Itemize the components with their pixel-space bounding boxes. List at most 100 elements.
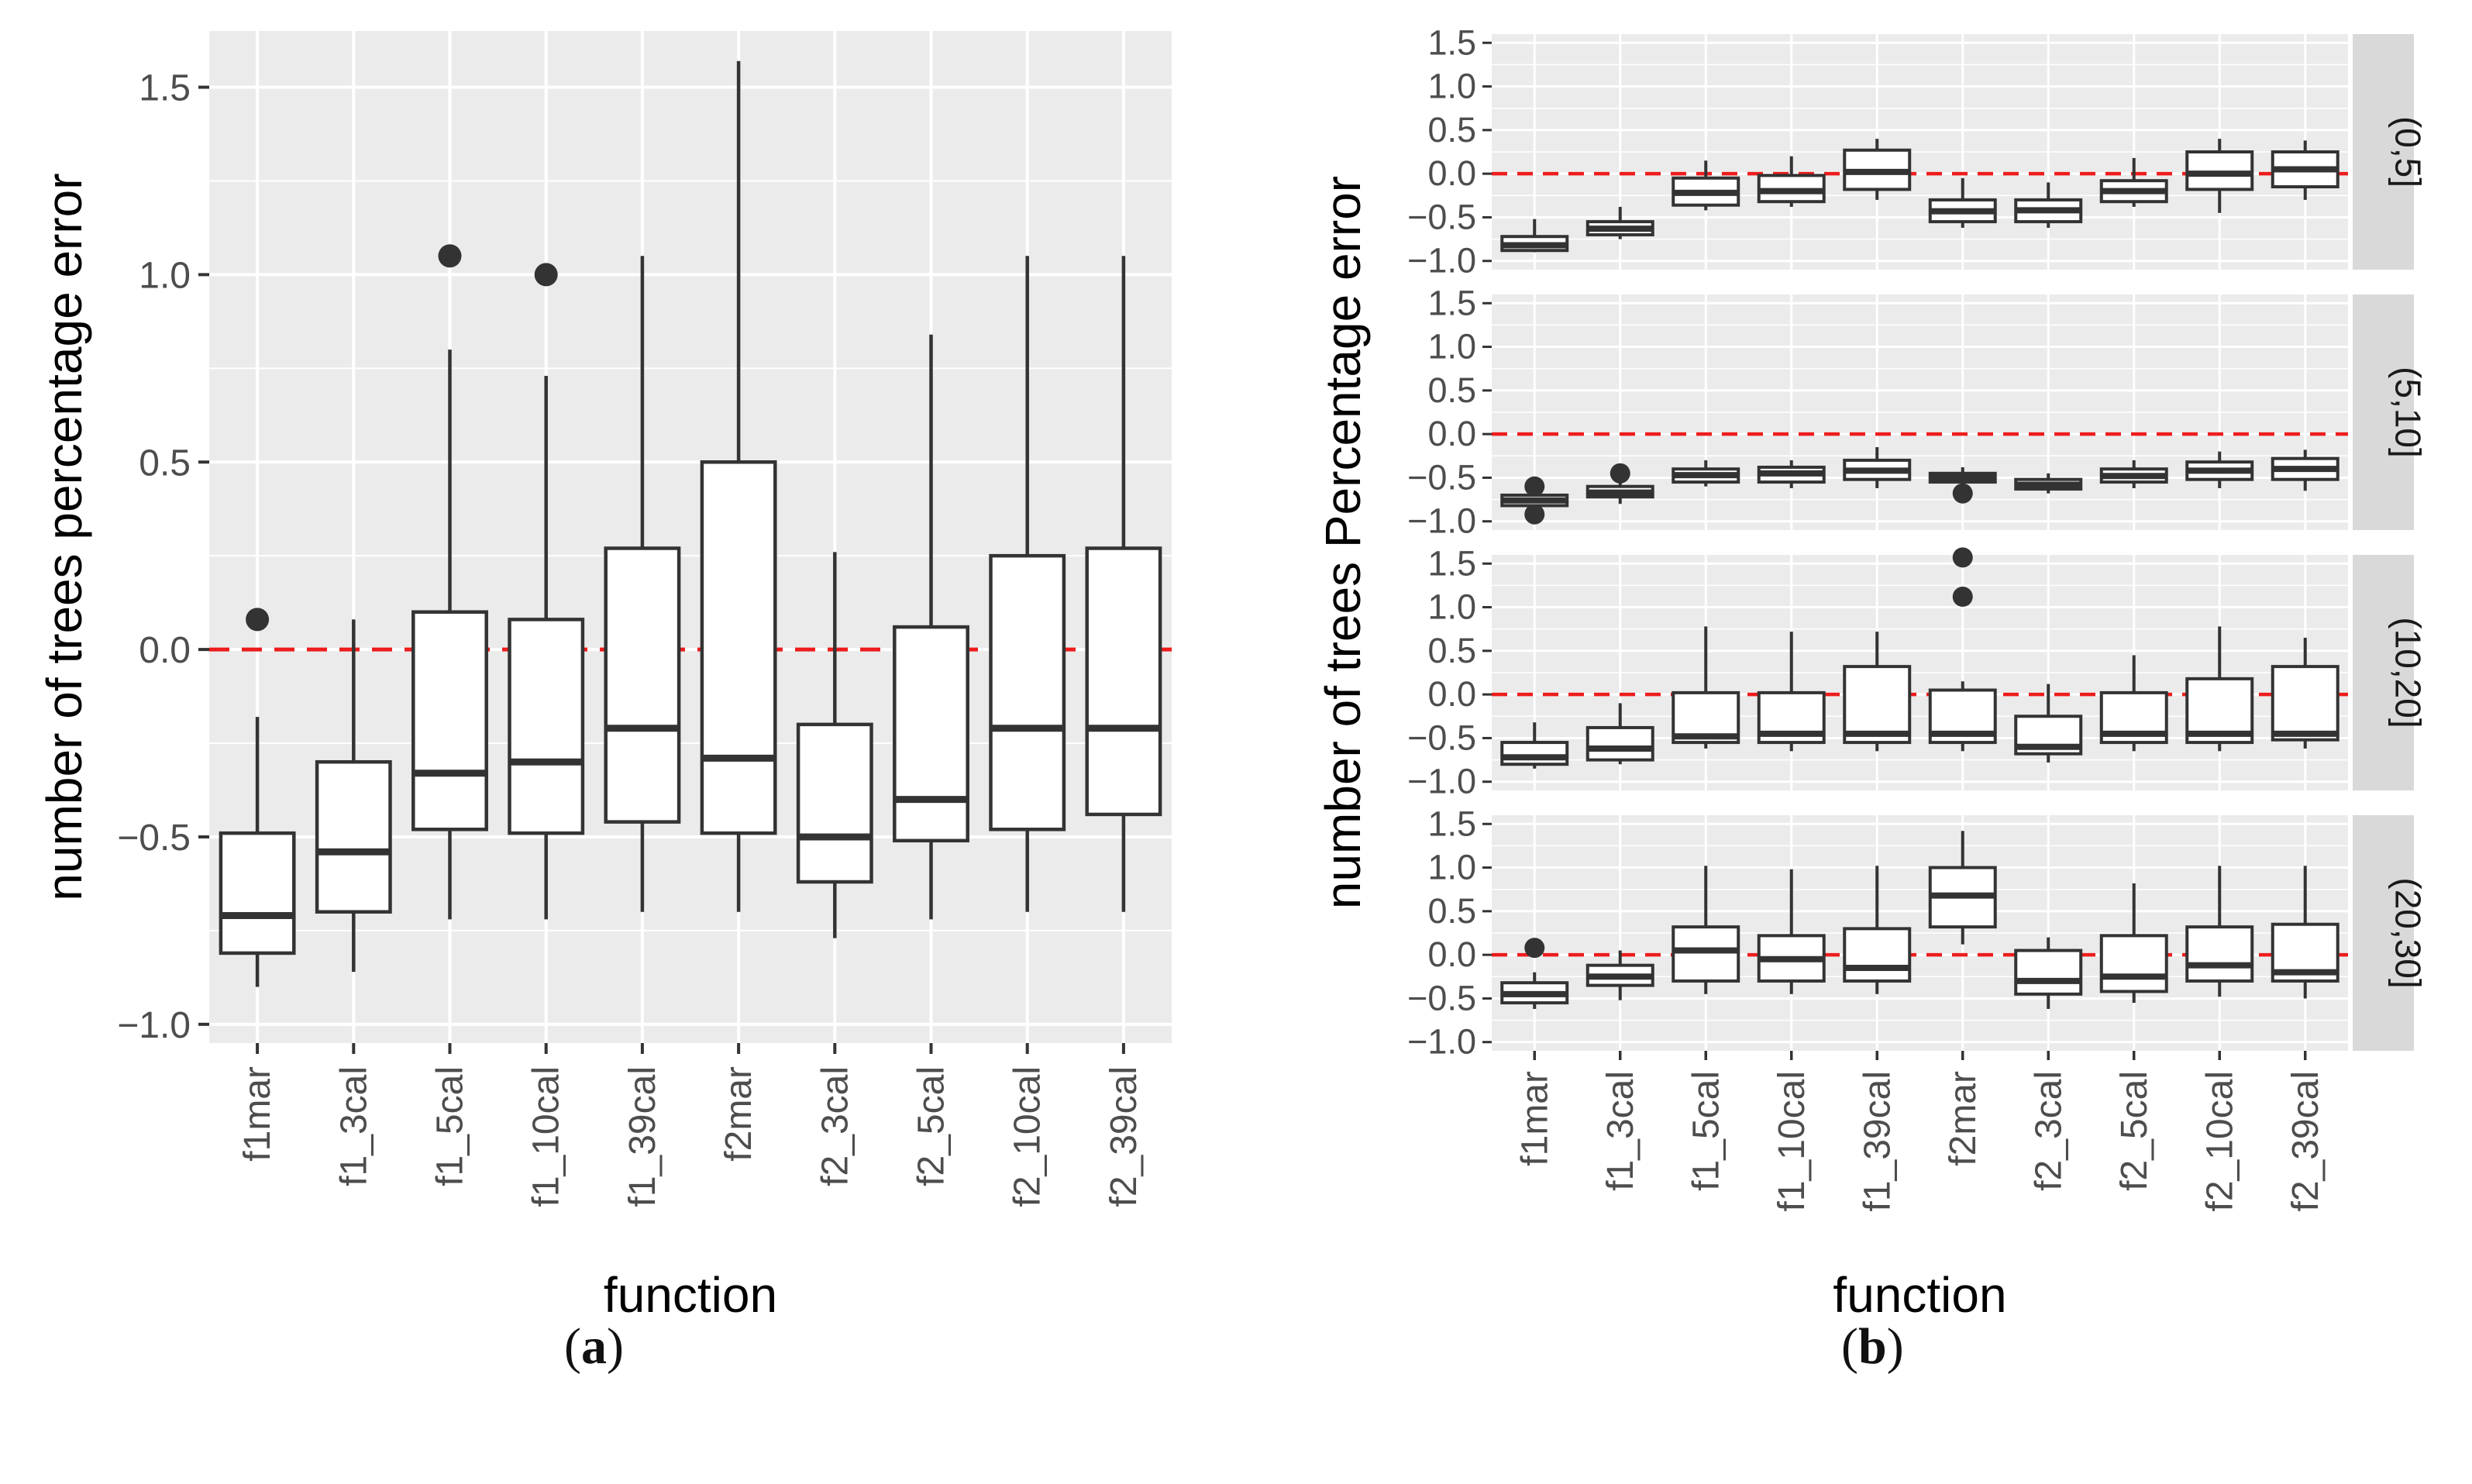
b-box-f2_3cal — [2014, 683, 2083, 763]
a-box-f1_3cal — [315, 619, 392, 973]
b-facet-1: (0,5] −1.0 −0.5 0.00.5 1.0 1.5 — [1407, 22, 2428, 280]
b-box-f2_39cal — [2271, 866, 2339, 999]
a-y-tick-label: −1.0 — [117, 1005, 191, 1046]
b-facet-strip — [2353, 555, 2414, 790]
a-x-axis-title: function — [604, 1267, 777, 1323]
b-box-f1_3cal — [1585, 703, 1654, 765]
panel-a-caption: (a) — [564, 1318, 624, 1375]
a-box-f2_39cal — [1085, 256, 1162, 912]
a-x-tick-label: f2mar — [718, 1066, 759, 1162]
a-x-tick-label: f2_10cal — [1007, 1066, 1048, 1207]
b-box-f2_3cal — [2014, 473, 2083, 494]
outlier-point — [1952, 547, 1973, 568]
b-y-tick-label: 1.0 — [1427, 327, 1476, 367]
b-box-f1_10cal — [1757, 460, 1826, 488]
b-box-f2_10cal — [2185, 451, 2254, 488]
b-y-tick-label: −0.5 — [1407, 457, 1476, 497]
a-x-tick-label: f1mar — [237, 1066, 278, 1162]
outlier-point — [1610, 463, 1630, 484]
b-y-tick-label: 1.5 — [1427, 804, 1476, 843]
b-x-tick-label: f1mar — [1514, 1071, 1555, 1166]
b-box-f2mar — [1928, 547, 1997, 752]
b-box-f1_5cal — [1672, 160, 1740, 211]
b-x-tick-label: f1_39cal — [1857, 1071, 1898, 1211]
b-box-f1_3cal — [1585, 463, 1654, 504]
box-iqr — [1085, 546, 1162, 817]
a-y-tick-label: 1.0 — [139, 255, 191, 296]
b-facet-strip-label: (5,10] — [2388, 367, 2429, 458]
b-box-f2_10cal — [2185, 626, 2254, 752]
b-x-tick-label: f1_10cal — [1771, 1071, 1813, 1211]
a-y-tick-label: 1.5 — [139, 68, 191, 109]
a-box-f2mar — [700, 60, 777, 912]
b-box-f1_5cal — [1672, 626, 1740, 749]
b-facet-strip — [2353, 815, 2414, 1051]
panel-b-faceted-boxplot: (0,5]−1.0−0.50.00.51.01.5(5,10]−1.0−0.50… — [1315, 22, 2429, 1323]
b-box-f2_39cal — [2271, 140, 2339, 200]
b-x-tick-label: f2_3cal — [2028, 1071, 2069, 1191]
a-y-tick-label: 0.0 — [139, 630, 191, 671]
b-y-tick-label: 0.0 — [1427, 153, 1476, 193]
b-box-f2_3cal — [2014, 937, 2083, 1009]
b-facet-strip — [2353, 294, 2414, 530]
b-box-f2_39cal — [2271, 449, 2339, 491]
box-iqr — [2099, 934, 2168, 993]
b-y-tick-label: 0.0 — [1427, 414, 1476, 453]
a-x-tick-label: f1_10cal — [526, 1066, 567, 1207]
b-y-tick-label: 1.0 — [1427, 587, 1476, 627]
b-box-f1mar — [1500, 938, 1569, 1009]
outlier-point — [246, 608, 270, 632]
box-iqr — [411, 610, 488, 832]
b-facet-strip-label: (20,30] — [2388, 877, 2429, 988]
b-facet-3: (10,20] −1.0 −0.5 0.0 0.5 1.01.5 — [1407, 543, 2428, 801]
b-x-tick-label: f1_5cal — [1685, 1071, 1727, 1191]
b-y-tick-label: −0.5 — [1407, 718, 1476, 757]
b-box-f1mar — [1500, 219, 1569, 253]
b-box-f1_39cal — [1843, 866, 1912, 994]
box-iqr — [1585, 725, 1654, 762]
b-box-f1_10cal — [1757, 869, 1826, 994]
b-box-f1_5cal — [1672, 866, 1740, 994]
a-x-tick-label: f2_3cal — [814, 1066, 856, 1186]
b-y-tick-label: −1.0 — [1407, 762, 1476, 801]
outlier-point — [1952, 483, 1973, 504]
b-box-f1_39cal — [1843, 139, 1912, 200]
a-box-f2_5cal — [893, 334, 969, 920]
a-y-tick-label: −0.5 — [117, 818, 191, 859]
b-facet-strip — [2353, 34, 2414, 270]
outlier-point — [1952, 587, 1973, 608]
b-y-tick-label: −1.0 — [1407, 501, 1476, 541]
outlier-point — [1524, 476, 1545, 497]
b-box-f1mar — [1500, 476, 1569, 525]
b-box-f1_5cal — [1672, 460, 1740, 487]
b-box-f1_39cal — [1843, 447, 1912, 488]
a-y-tick-label: 0.5 — [139, 442, 191, 484]
b-y-tick-label: 0.5 — [1427, 110, 1476, 150]
b-box-f2_10cal — [2185, 866, 2254, 997]
outlier-point — [438, 244, 462, 268]
b-y-tick-label: 1.5 — [1427, 543, 1476, 583]
a-box-f2_3cal — [796, 552, 873, 938]
b-y-tick-label: −1.0 — [1407, 1022, 1476, 1062]
box-iqr — [315, 759, 392, 914]
b-box-f1_3cal — [1585, 206, 1654, 239]
b-box-f2_5cal — [2099, 460, 2168, 488]
a-box-f2_10cal — [989, 256, 1066, 912]
b-box-f2_39cal — [2271, 637, 2339, 749]
b-box-f1_3cal — [1585, 950, 1654, 1000]
box-iqr — [2014, 949, 2083, 996]
a-box-f1_39cal — [604, 256, 681, 912]
a-x-tick-label: f1_39cal — [622, 1066, 663, 1207]
box-iqr — [508, 618, 585, 835]
a-box-f1_5cal — [411, 244, 488, 920]
panel-b-caption-letter: b — [1857, 1318, 1887, 1375]
b-facet-2: (5,10] −1.0−0.5 0.0 0.51.0 1.5 — [1407, 283, 2428, 540]
a-x-tick-label: f2_39cal — [1103, 1066, 1145, 1207]
box-iqr — [2185, 925, 2254, 983]
b-y-axis-title: number of trees Percentage error — [1315, 176, 1371, 909]
panel-a-caption-letter: a — [580, 1318, 607, 1375]
b-x-axis-title: function — [1833, 1267, 2006, 1323]
outlier-point — [1524, 504, 1545, 525]
